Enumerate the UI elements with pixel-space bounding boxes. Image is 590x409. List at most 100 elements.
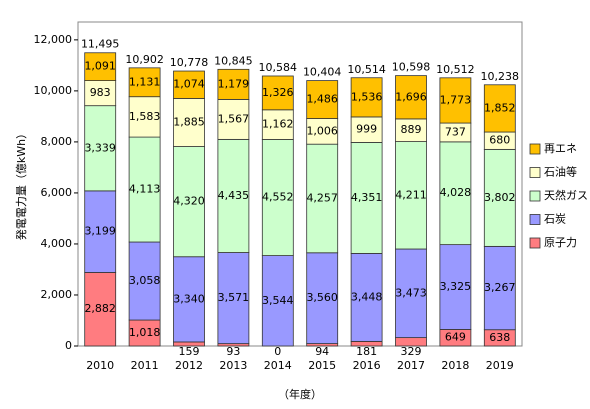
bar-segment bbox=[128, 319, 161, 347]
value-label: 181 bbox=[356, 345, 377, 358]
value-label: 1,326 bbox=[262, 86, 294, 99]
bar-segment bbox=[217, 252, 250, 345]
bar-segment bbox=[395, 75, 427, 120]
bar-segment bbox=[84, 52, 117, 82]
x-axis-label: （年度） bbox=[278, 387, 322, 401]
value-label: 1,852 bbox=[484, 101, 516, 114]
bar-segment bbox=[128, 67, 161, 98]
x-tick-label: 2019 bbox=[486, 359, 514, 372]
value-label: 3,267 bbox=[484, 281, 516, 294]
legend-label: 石油等 bbox=[544, 165, 577, 179]
value-label: 999 bbox=[356, 123, 377, 136]
bar-segment bbox=[306, 118, 339, 145]
bar-segment bbox=[217, 68, 250, 100]
y-tick-label: 0 bbox=[65, 339, 72, 352]
value-label: 638 bbox=[489, 331, 510, 344]
bar-segment bbox=[173, 70, 205, 99]
bar-segment bbox=[261, 75, 294, 111]
value-label: 1,162 bbox=[262, 118, 294, 131]
value-label: 1,773 bbox=[440, 93, 472, 106]
bar-segment bbox=[306, 252, 339, 345]
legend-swatch bbox=[529, 167, 541, 178]
total-label: 10,845 bbox=[214, 54, 253, 67]
value-label: 3,325 bbox=[440, 280, 472, 293]
value-label: 3,448 bbox=[351, 290, 383, 303]
legend-swatch bbox=[529, 190, 541, 202]
bar-segment bbox=[439, 141, 472, 246]
value-label: 1,179 bbox=[218, 77, 250, 90]
x-tick-label: 2018 bbox=[441, 359, 469, 372]
value-label: 3,560 bbox=[306, 291, 338, 304]
x-tick-label: 2013 bbox=[219, 359, 247, 372]
y-tick-label: 2,000 bbox=[41, 288, 73, 301]
bar-segment bbox=[261, 139, 294, 256]
y-tick-label: 8,000 bbox=[41, 135, 73, 148]
value-label: 1,536 bbox=[351, 90, 383, 103]
plot-frame bbox=[77, 21, 523, 347]
value-label: 3,199 bbox=[84, 225, 116, 238]
value-label: 4,028 bbox=[440, 186, 472, 199]
value-label: 4,211 bbox=[395, 188, 427, 201]
value-label: 649 bbox=[445, 331, 466, 344]
y-tick-label: 4,000 bbox=[41, 237, 73, 250]
value-label: 889 bbox=[401, 123, 422, 136]
y-tick-label: 10,000 bbox=[34, 84, 73, 97]
value-label: 94 bbox=[315, 345, 329, 358]
bar-segment bbox=[128, 241, 161, 321]
x-tick-label: 2011 bbox=[131, 359, 159, 372]
value-label: 159 bbox=[179, 345, 200, 358]
value-label: 1,486 bbox=[306, 93, 338, 106]
bar-segment bbox=[483, 84, 516, 133]
total-label: 10,514 bbox=[347, 63, 386, 76]
bar-segment bbox=[84, 80, 117, 107]
value-label: 1,696 bbox=[395, 90, 427, 103]
bar-segment bbox=[173, 146, 205, 258]
total-label: 10,584 bbox=[259, 61, 298, 74]
legend-swatch bbox=[529, 143, 541, 155]
value-label: 3,544 bbox=[262, 294, 294, 307]
total-label: 10,404 bbox=[303, 66, 342, 79]
bar-segment bbox=[306, 143, 339, 254]
legend-swatch bbox=[529, 237, 541, 249]
bar-segment bbox=[261, 255, 294, 347]
bar-segment bbox=[306, 80, 339, 119]
bar-segment bbox=[483, 245, 516, 331]
total-label: 10,598 bbox=[392, 61, 431, 74]
value-label: 3,473 bbox=[395, 286, 427, 299]
x-tick-label: 2017 bbox=[397, 359, 425, 372]
value-label: 680 bbox=[489, 134, 510, 147]
value-label: 1,091 bbox=[84, 60, 116, 73]
value-label: 4,435 bbox=[218, 189, 250, 202]
bar-segment bbox=[173, 98, 205, 147]
value-label: 1,567 bbox=[218, 112, 250, 125]
bar-segment bbox=[84, 190, 117, 273]
value-label: 4,257 bbox=[306, 191, 338, 204]
x-tick-label: 2010 bbox=[86, 359, 114, 372]
value-label: 1,018 bbox=[129, 326, 161, 339]
value-label: 4,113 bbox=[129, 183, 161, 196]
bar-segment bbox=[84, 272, 117, 347]
value-label: 4,552 bbox=[262, 191, 294, 204]
bar-segment bbox=[350, 116, 383, 143]
value-label: 3,340 bbox=[173, 292, 205, 305]
x-tick-label: 2012 bbox=[175, 359, 203, 372]
value-label: 1,583 bbox=[129, 110, 161, 123]
total-label: 10,778 bbox=[170, 56, 209, 69]
bar-segment bbox=[84, 105, 117, 192]
value-label: 329 bbox=[401, 345, 422, 358]
total-label: 10,902 bbox=[125, 53, 164, 66]
legend-label: 再エネ bbox=[544, 142, 577, 155]
bar-segment bbox=[439, 244, 472, 330]
value-label: 2,882 bbox=[84, 302, 116, 315]
value-label: 4,351 bbox=[351, 191, 383, 204]
y-tick-label: 12,000 bbox=[34, 33, 73, 46]
value-label: 93 bbox=[226, 345, 240, 358]
legend-label: 原子力 bbox=[544, 236, 577, 249]
bar-segment bbox=[350, 142, 383, 254]
value-label: 3,058 bbox=[129, 274, 161, 287]
x-tick-label: 2016 bbox=[353, 359, 381, 372]
y-axis-label: 発電電力量（億kWh） bbox=[14, 128, 28, 240]
legend-label: 天然ガス bbox=[544, 188, 588, 202]
value-label: 983 bbox=[90, 86, 111, 99]
